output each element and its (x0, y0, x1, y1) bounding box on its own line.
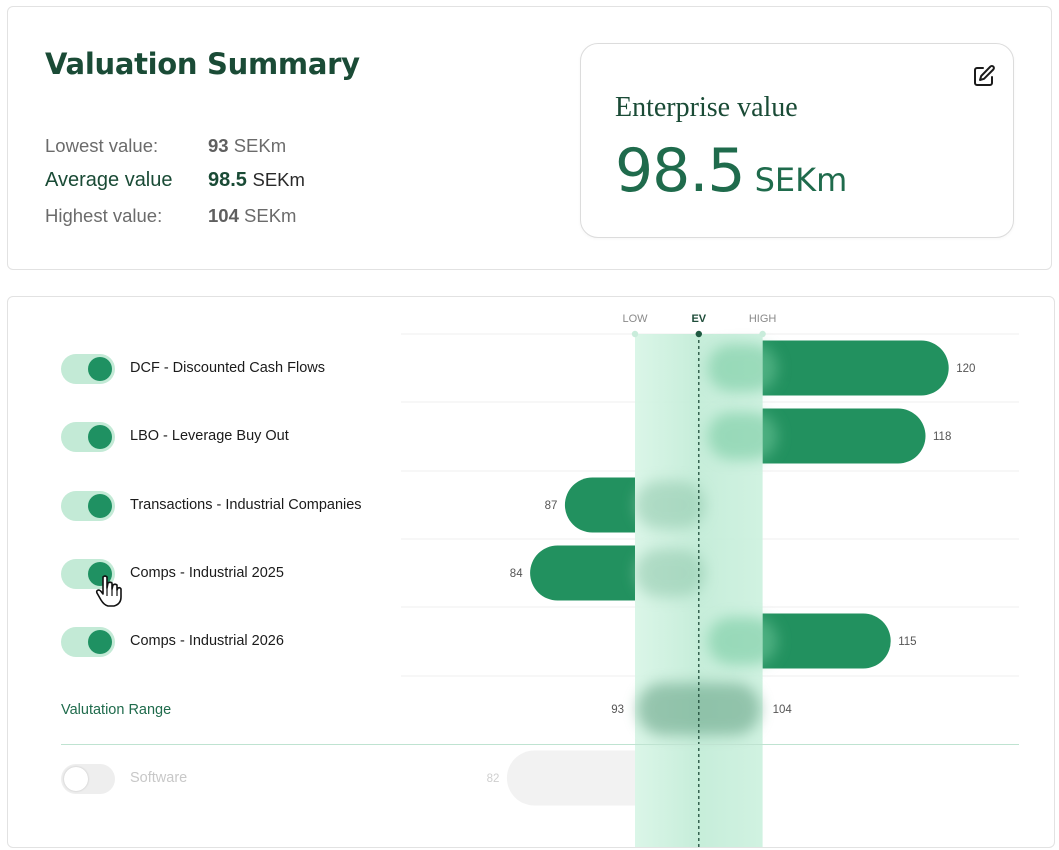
bar-value-label: 87 (545, 500, 558, 512)
enterprise-value-display: 98.5 SEKm (615, 136, 847, 206)
method-bar (564, 477, 635, 533)
average-value-row: Average value 98.5 SEKm (45, 169, 305, 192)
blurred-bar-segment (707, 412, 778, 460)
average-value-number: 98.5 (208, 169, 247, 191)
toggle-knob (88, 630, 112, 654)
toggle-knob (88, 425, 112, 449)
lowest-value-unit: SEKm (233, 135, 287, 156)
highest-value-unit: SEKm (244, 205, 297, 226)
method-row-software: Software (8, 758, 408, 798)
enterprise-value-label: Enterprise value (615, 92, 798, 123)
blurred-bar-segment (707, 617, 778, 665)
bar-value-label: 82 (487, 773, 500, 785)
method-row-comps-2025: Comps - Industrial 2025 (8, 553, 408, 593)
valuation-methods-card: 120 118 87 84 115 82 LOW EV HIGH 93 104 DCF - Disc… (7, 296, 1055, 848)
method-label-comps-2025: Comps - Industrial 2025 (130, 565, 284, 581)
method-bar (762, 613, 891, 669)
method-row-lbo: LBO - Leverage Buy Out (8, 416, 408, 456)
bar-value-label: 115 (898, 636, 916, 648)
bar-value-label: 118 (933, 431, 951, 443)
blurred-bar-segment (635, 549, 705, 597)
enterprise-value-number: 98.5 (615, 136, 746, 206)
bar-value-label: 84 (510, 568, 523, 580)
lowest-value-row: Lowest value: 93 SEKm (45, 135, 286, 157)
marker-dot (695, 330, 702, 338)
method-label-lbo: LBO - Leverage Buy Out (130, 428, 289, 444)
highest-value-label: Highest value: (45, 205, 163, 226)
method-label-dcf: DCF - Discounted Cash Flows (130, 360, 325, 376)
average-value-label: Average value (45, 169, 173, 191)
average-value-unit: SEKm (252, 169, 305, 190)
high-marker-label: HIGH (749, 313, 777, 325)
summary-title: Valuation Summary (45, 47, 360, 81)
lowest-value-number: 93 (208, 135, 229, 156)
toggle-knob (88, 494, 112, 518)
enterprise-value-card: Enterprise value 98.5 SEKm (580, 43, 1014, 238)
method-row-dcf: DCF - Discounted Cash Flows (8, 348, 408, 388)
range-high-label: 104 (773, 704, 793, 716)
ev-marker-label: EV (691, 313, 706, 325)
toggle-lbo[interactable] (61, 422, 115, 452)
range-low-label: 93 (611, 704, 624, 716)
marker-dot (631, 330, 639, 338)
edit-icon[interactable] (972, 64, 996, 88)
valuation-range-chart: 120 118 87 84 115 82 LOW EV HIGH 93 104 (401, 313, 1019, 847)
method-bar (762, 340, 949, 396)
bar-value-label: 120 (956, 363, 975, 375)
method-bar (762, 408, 926, 464)
valuation-summary-card: Valuation Summary Lowest value: 93 SEKm A… (7, 6, 1052, 270)
highest-value-row: Highest value: 104 SEKm (45, 205, 296, 227)
blurred-bar-segment (635, 481, 705, 529)
method-row-transactions: Transactions - Industrial Companies (8, 485, 408, 525)
toggle-comps-2026[interactable] (61, 627, 115, 657)
toggle-knob (88, 357, 112, 381)
toggle-knob (88, 562, 112, 586)
disabled-method-bar (506, 750, 635, 806)
enterprise-value-unit: SEKm (754, 161, 848, 199)
toggle-knob (64, 767, 88, 791)
method-row-comps-2026: Comps - Industrial 2026 (8, 621, 408, 661)
blurred-bar-segment (707, 344, 778, 392)
toggle-software[interactable] (61, 764, 115, 794)
hand-pointer-cursor-icon (95, 575, 122, 607)
method-label-transactions: Transactions - Industrial Companies (130, 497, 362, 513)
divider (61, 744, 1019, 745)
toggle-dcf[interactable] (61, 354, 115, 384)
marker-dot (759, 330, 766, 338)
method-label-comps-2026: Comps - Industrial 2026 (130, 633, 284, 649)
highest-value-number: 104 (208, 205, 239, 226)
valuation-range-label: Valutation Range (61, 702, 172, 718)
method-bar (530, 545, 635, 601)
method-label-software: Software (130, 770, 188, 786)
toggle-transactions[interactable] (61, 491, 115, 521)
low-marker-label: LOW (622, 313, 648, 325)
lowest-value-label: Lowest value: (45, 135, 159, 156)
